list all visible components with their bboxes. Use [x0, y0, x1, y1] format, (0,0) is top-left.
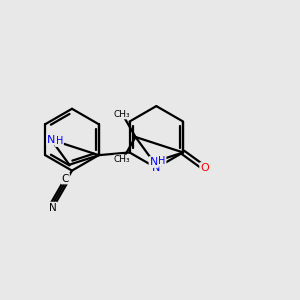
Text: O: O: [200, 163, 209, 173]
Text: C: C: [62, 174, 69, 184]
Text: N: N: [152, 163, 160, 173]
Text: H: H: [158, 155, 166, 166]
Text: H: H: [56, 136, 63, 146]
Text: N: N: [49, 202, 57, 213]
Text: CH₃: CH₃: [114, 110, 130, 118]
Text: N: N: [149, 157, 158, 167]
Text: N: N: [47, 135, 56, 145]
Text: CH₃: CH₃: [114, 155, 130, 164]
